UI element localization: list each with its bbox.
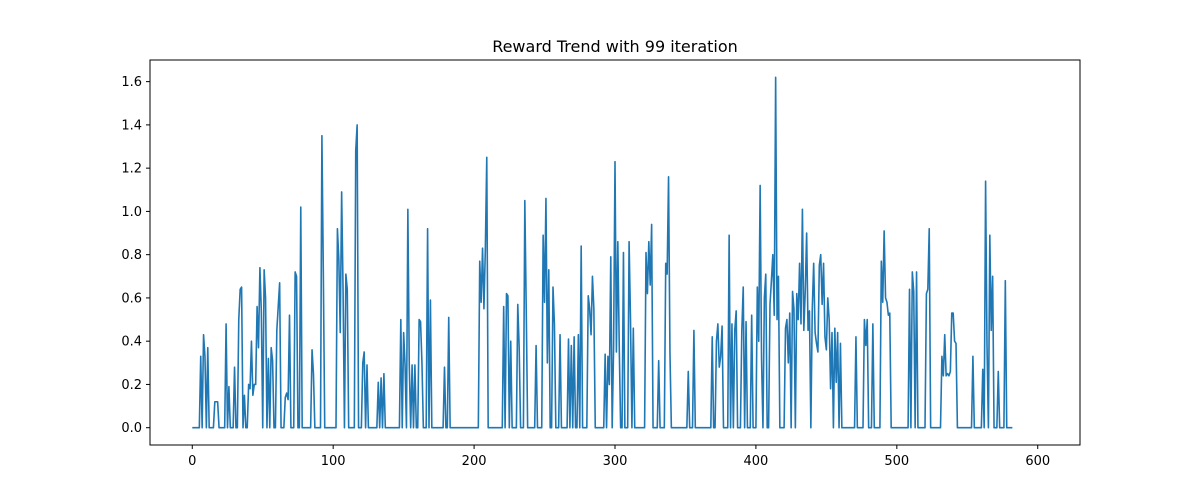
x-axis: 0 100 200 300 400 500 600	[188, 445, 1050, 469]
x-tick-label: 0	[188, 454, 196, 469]
series-line-0	[192, 76, 1013, 429]
x-tick-label: 100	[321, 454, 346, 469]
y-tick-label: 1.2	[121, 162, 142, 177]
x-tick-label: 400	[743, 454, 768, 469]
y-tick-label: 0.6	[121, 291, 142, 306]
y-tick-label: 1.4	[121, 118, 142, 133]
chart-title: Reward Trend with 99 iteration	[492, 37, 738, 56]
y-tick-label: 0.8	[121, 248, 142, 263]
y-axis: 0.0 0.2 0.4 0.6 0.8 1.0 1.2 1.4 1.6	[121, 75, 150, 436]
y-tick-label: 0.0	[121, 421, 142, 436]
plot-frame	[149, 59, 1081, 446]
plot-area	[192, 76, 1013, 429]
y-tick-label: 1.6	[121, 75, 142, 90]
x-tick-label: 200	[462, 454, 487, 469]
y-tick-label: 1.0	[121, 205, 142, 220]
x-tick-label: 300	[603, 454, 628, 469]
x-tick-label: 500	[884, 454, 909, 469]
x-tick-label: 600	[1025, 454, 1050, 469]
y-tick-label: 0.4	[121, 335, 142, 350]
y-tick-label: 0.2	[121, 378, 142, 393]
